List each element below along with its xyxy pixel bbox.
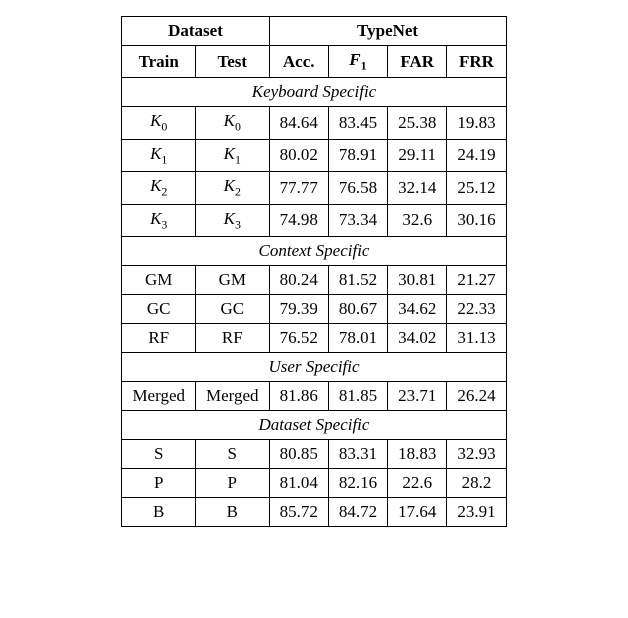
section-keyboard-label: Keyboard Specific xyxy=(122,78,506,107)
cell-f1: 80.67 xyxy=(328,294,387,323)
cell-f1: 78.01 xyxy=(328,323,387,352)
cell-acc: 76.52 xyxy=(269,323,328,352)
cell-frr: 19.83 xyxy=(447,107,506,139)
cell-far: 18.83 xyxy=(388,439,447,468)
section-keyboard: Keyboard Specific xyxy=(122,78,506,107)
cell-acc: 74.98 xyxy=(269,204,328,236)
section-dataset: Dataset Specific xyxy=(122,410,506,439)
cell-frr: 26.24 xyxy=(447,381,506,410)
header-dataset: Dataset xyxy=(122,17,269,46)
cell-train: RF xyxy=(122,323,196,352)
cell-f1: 73.34 xyxy=(328,204,387,236)
header-f1: F1 xyxy=(328,46,387,78)
cell-f1: 84.72 xyxy=(328,497,387,526)
cell-far: 30.81 xyxy=(388,265,447,294)
header-train: Train xyxy=(122,46,196,78)
cell-frr: 28.2 xyxy=(447,468,506,497)
row-k1: K1 K1 80.02 78.91 29.11 24.19 xyxy=(122,139,506,171)
cell-test: B xyxy=(196,497,270,526)
cell-far: 25.38 xyxy=(388,107,447,139)
cell-acc: 77.77 xyxy=(269,172,328,204)
cell-train: K3 xyxy=(122,204,196,236)
row-gc: GC GC 79.39 80.67 34.62 22.33 xyxy=(122,294,506,323)
row-merged: Merged Merged 81.86 81.85 23.71 26.24 xyxy=(122,381,506,410)
cell-test: S xyxy=(196,439,270,468)
row-p: P P 81.04 82.16 22.6 28.2 xyxy=(122,468,506,497)
cell-train: Merged xyxy=(122,381,196,410)
section-user-label: User Specific xyxy=(122,352,506,381)
cell-frr: 23.91 xyxy=(447,497,506,526)
header-test: Test xyxy=(196,46,270,78)
cell-acc: 81.04 xyxy=(269,468,328,497)
row-s: S S 80.85 83.31 18.83 32.93 xyxy=(122,439,506,468)
cell-acc: 81.86 xyxy=(269,381,328,410)
cell-frr: 32.93 xyxy=(447,439,506,468)
row-b: B B 85.72 84.72 17.64 23.91 xyxy=(122,497,506,526)
cell-f1: 82.16 xyxy=(328,468,387,497)
cell-acc: 85.72 xyxy=(269,497,328,526)
row-k0: K0 K0 84.64 83.45 25.38 19.83 xyxy=(122,107,506,139)
section-user: User Specific xyxy=(122,352,506,381)
cell-far: 34.02 xyxy=(388,323,447,352)
cell-frr: 24.19 xyxy=(447,139,506,171)
cell-far: 22.6 xyxy=(388,468,447,497)
cell-f1: 78.91 xyxy=(328,139,387,171)
cell-train: P xyxy=(122,468,196,497)
section-context: Context Specific xyxy=(122,236,506,265)
cell-test: RF xyxy=(196,323,270,352)
cell-train: S xyxy=(122,439,196,468)
cell-train: K2 xyxy=(122,172,196,204)
row-k3: K3 K3 74.98 73.34 32.6 30.16 xyxy=(122,204,506,236)
header-acc: Acc. xyxy=(269,46,328,78)
cell-frr: 25.12 xyxy=(447,172,506,204)
cell-train: K0 xyxy=(122,107,196,139)
cell-test: K3 xyxy=(196,204,270,236)
cell-frr: 30.16 xyxy=(447,204,506,236)
cell-test: Merged xyxy=(196,381,270,410)
cell-far: 29.11 xyxy=(388,139,447,171)
cell-frr: 31.13 xyxy=(447,323,506,352)
cell-frr: 22.33 xyxy=(447,294,506,323)
row-gm: GM GM 80.24 81.52 30.81 21.27 xyxy=(122,265,506,294)
cell-test: K0 xyxy=(196,107,270,139)
row-k2: K2 K2 77.77 76.58 32.14 25.12 xyxy=(122,172,506,204)
cell-test: GC xyxy=(196,294,270,323)
cell-far: 23.71 xyxy=(388,381,447,410)
row-rf: RF RF 76.52 78.01 34.02 31.13 xyxy=(122,323,506,352)
section-context-label: Context Specific xyxy=(122,236,506,265)
cell-train: B xyxy=(122,497,196,526)
cell-train: GC xyxy=(122,294,196,323)
cell-test: K1 xyxy=(196,139,270,171)
cell-f1: 81.85 xyxy=(328,381,387,410)
cell-test: K2 xyxy=(196,172,270,204)
cell-acc: 80.24 xyxy=(269,265,328,294)
cell-acc: 80.02 xyxy=(269,139,328,171)
header-row-2: Train Test Acc. F1 FAR FRR xyxy=(122,46,506,78)
cell-frr: 21.27 xyxy=(447,265,506,294)
cell-test: P xyxy=(196,468,270,497)
cell-test: GM xyxy=(196,265,270,294)
cell-acc: 84.64 xyxy=(269,107,328,139)
header-frr: FRR xyxy=(447,46,506,78)
cell-f1: 83.45 xyxy=(328,107,387,139)
cell-f1: 76.58 xyxy=(328,172,387,204)
cell-far: 34.62 xyxy=(388,294,447,323)
section-dataset-label: Dataset Specific xyxy=(122,410,506,439)
cell-f1: 83.31 xyxy=(328,439,387,468)
cell-far: 32.14 xyxy=(388,172,447,204)
header-typenet: TypeNet xyxy=(269,17,506,46)
cell-far: 32.6 xyxy=(388,204,447,236)
cell-f1: 81.52 xyxy=(328,265,387,294)
header-far: FAR xyxy=(388,46,447,78)
cell-train: GM xyxy=(122,265,196,294)
header-row-1: Dataset TypeNet xyxy=(122,17,506,46)
cell-far: 17.64 xyxy=(388,497,447,526)
cell-acc: 79.39 xyxy=(269,294,328,323)
results-table: Dataset TypeNet Train Test Acc. F1 FAR F… xyxy=(121,16,506,527)
cell-acc: 80.85 xyxy=(269,439,328,468)
cell-train: K1 xyxy=(122,139,196,171)
